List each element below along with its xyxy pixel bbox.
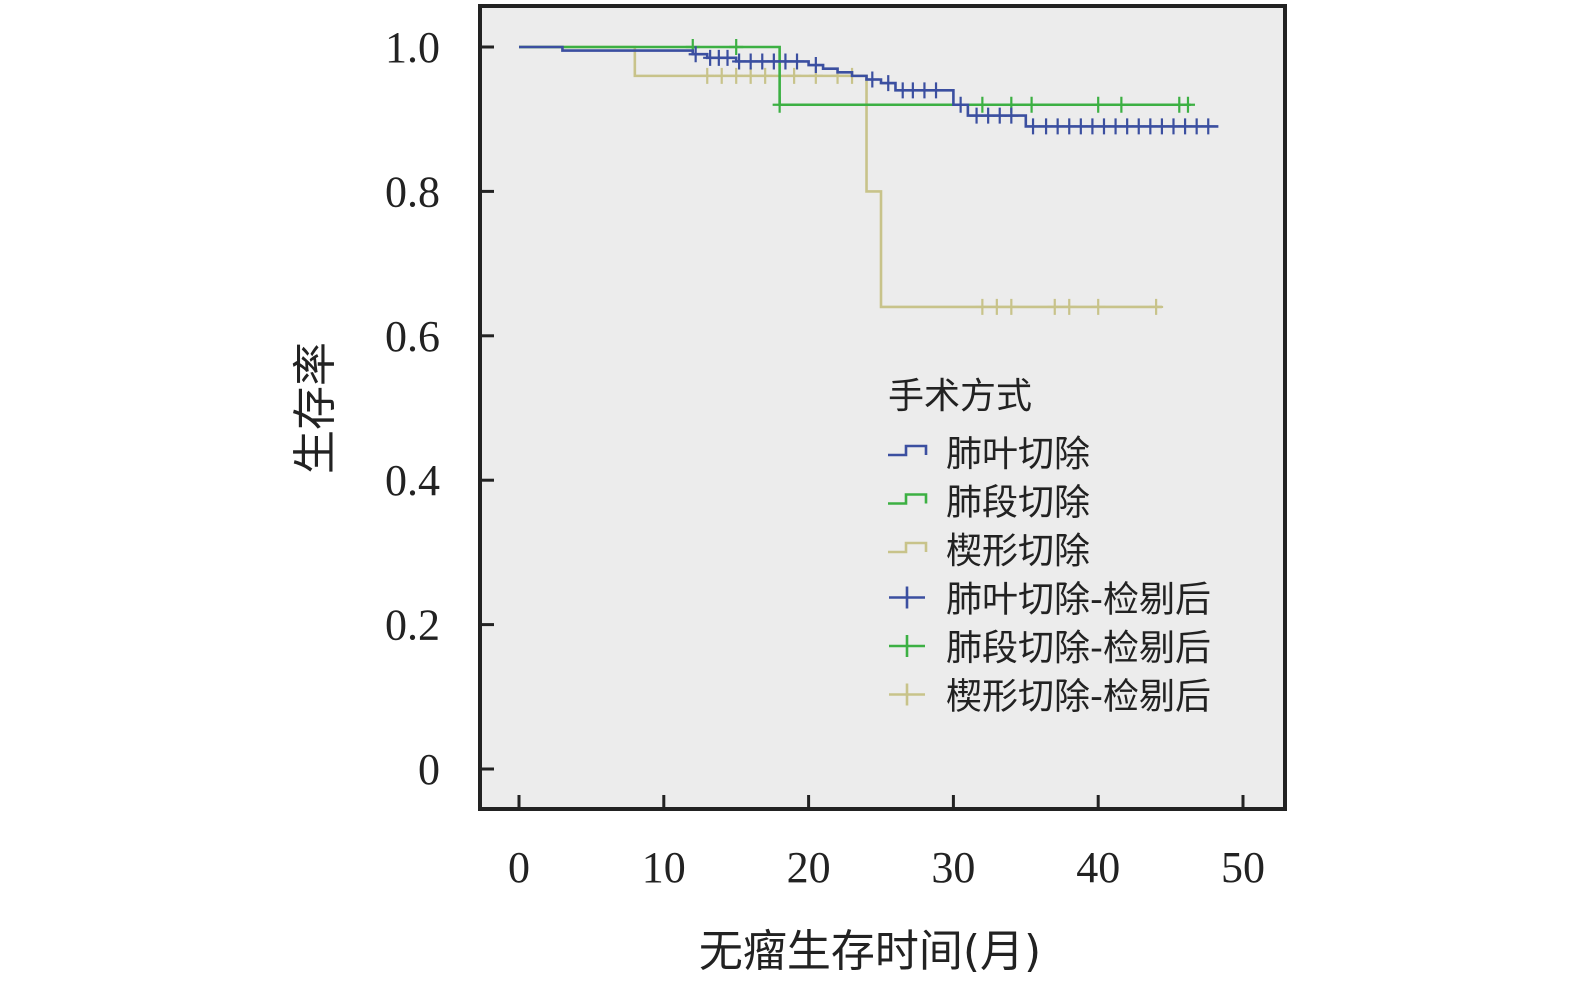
censor-mark-2-2 [729,67,744,84]
censor-mark-1-2 [772,96,787,113]
censor-mark-1-3 [975,96,990,113]
y-axis: 0 0.2 0.4 0.6 0.8 1.0 [385,23,494,794]
censor-mark-0-9 [790,53,805,70]
censor-mark-2-9 [975,298,990,315]
y-tick-label-0: 0 [418,745,440,794]
legend-label-2: 楔形切除 [946,531,1090,572]
legend-censor-label-0: 肺叶切除-检剔后 [946,580,1211,621]
censor-marks-0 [688,46,1216,135]
censor-mark-2-4 [758,67,773,84]
y-tick-label-4: 0.8 [385,167,440,216]
censor-mark-2-13 [1062,298,1077,315]
x-tick-label-0: 0 [508,843,530,892]
legend: 手术方式 肺叶切除肺段切除楔形切除肺叶切除-检剔后肺段切除-检剔后楔形切除-检剔… [888,376,1211,718]
censor-mark-2-5 [787,67,802,84]
y-tick-label-3: 0.6 [385,312,440,361]
censor-mark-2-0 [700,67,715,84]
legend-label-1: 肺段切除 [946,483,1090,524]
censor-mark-1-9 [1180,96,1195,113]
x-tick-label-3: 30 [931,843,975,892]
censor-mark-0-17 [953,96,968,113]
legend-censor-swatch-1 [889,635,925,657]
censor-mark-0-37 [1201,118,1216,135]
legend-swatch-0 [888,444,928,457]
x-axis-title: 无瘤生存时间(月) [699,926,1041,977]
x-axis: 0 10 20 30 40 50 [508,795,1265,892]
censor-mark-0-11 [865,71,880,88]
x-tick-label-1: 10 [642,843,686,892]
legend-censor-label-2: 楔形切除-检剔后 [946,677,1211,718]
series-layer [519,39,1219,315]
plot-area [478,4,1287,811]
censor-mark-2-10 [989,298,1004,315]
censor-mark-0-10 [808,57,823,74]
legend-censor-label-1: 肺段切除-检剔后 [946,628,1211,669]
censor-mark-0-16 [929,82,944,99]
x-tick-label-4: 40 [1076,843,1120,892]
censor-marks-1 [685,39,1195,113]
censor-mark-0-12 [881,75,896,92]
x-tick-label-5: 50 [1221,843,1265,892]
censor-mark-2-1 [714,67,729,84]
y-axis-title: 生存率 [290,342,341,474]
censor-mark-1-1 [729,39,744,55]
legend-swatch-1 [888,493,928,505]
censor-mark-0-3 [720,49,735,66]
censor-mark-0-22 [1026,118,1041,135]
censor-mark-0-21 [1004,107,1019,124]
censor-mark-1-5 [1024,96,1039,113]
legend-title: 手术方式 [888,376,1032,417]
censor-mark-1-7 [1114,96,1129,113]
censor-mark-2-12 [1047,298,1062,315]
y-tick-label-1: 0.2 [385,601,440,650]
legend-swatch-2 [888,541,928,554]
censor-mark-2-14 [1091,298,1106,315]
legend-censor-swatch-2 [889,683,925,706]
censor-mark-2-3 [743,67,758,84]
censor-mark-2-15 [1149,298,1164,315]
censor-mark-0-0 [688,46,703,63]
censor-mark-1-6 [1091,96,1106,113]
x-tick-label-2: 20 [787,843,831,892]
legend-label-0: 肺叶切除 [946,434,1090,475]
y-tick-label-2: 0.4 [385,456,440,505]
y-tick-label-5: 1.0 [385,23,440,72]
legend-censor-swatch-0 [889,586,925,609]
censor-mark-2-11 [1004,298,1019,315]
